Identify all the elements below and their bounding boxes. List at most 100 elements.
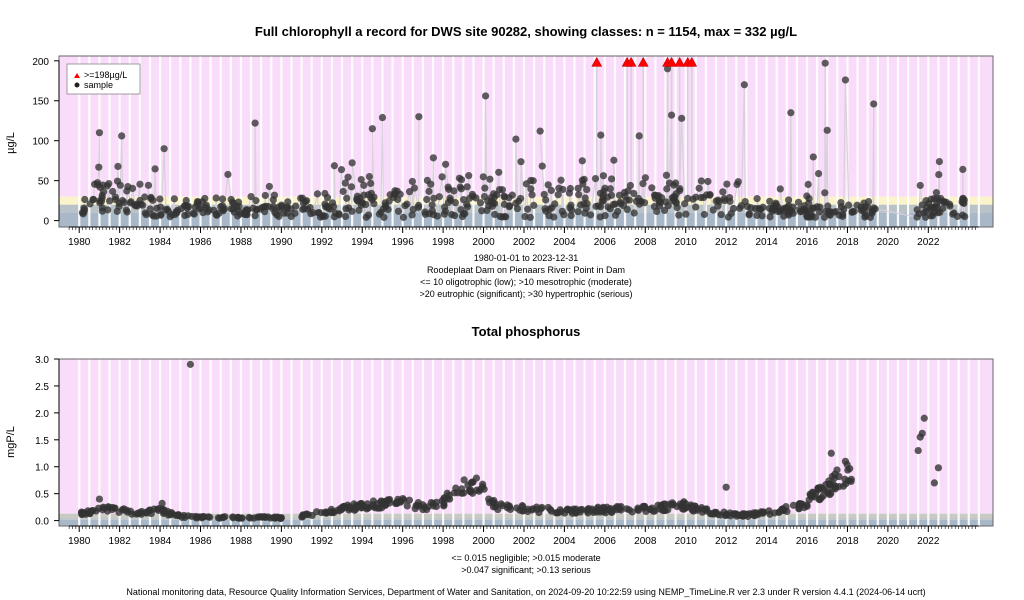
chl-sample-point — [104, 206, 112, 214]
chl-sample-point — [601, 184, 609, 192]
chl-connector — [541, 165, 545, 195]
chl-sample-point — [935, 170, 943, 179]
chl-sample-point — [675, 211, 683, 219]
tp-x-tick-label: 1994 — [351, 536, 374, 547]
chl-sample-point — [560, 211, 568, 219]
chl-sample-point — [303, 197, 311, 205]
tp-sample-point — [480, 485, 488, 493]
chl-sample-point — [538, 162, 546, 170]
chl-sample-point — [251, 119, 259, 127]
chl-sample-point — [606, 185, 614, 193]
tp-sample-point — [229, 514, 237, 522]
chl-exceed-triangle — [591, 56, 603, 67]
tp-sample-point — [246, 514, 254, 522]
chl-sample-point — [330, 162, 338, 170]
tp-sample-point — [424, 503, 432, 511]
tp-subtitle: <= 0.015 negligible; >0.015 moderate >0.… — [451, 553, 600, 575]
tp-sample-point — [369, 501, 377, 509]
chl-sample-point — [753, 211, 761, 220]
chl-connector — [594, 178, 597, 207]
tp-sample-point — [578, 505, 586, 514]
tp-sample-point — [682, 504, 690, 512]
chl-sample-point — [667, 111, 676, 119]
chl-sample-point — [465, 172, 473, 180]
chl-sample-point — [512, 135, 520, 143]
chl-x-tick-label: 1998 — [432, 237, 455, 248]
tp-subtitle-line-2: >0.047 significant; >0.13 serious — [461, 565, 591, 575]
tp-y-label: mgP/L — [5, 426, 17, 458]
chl-connector — [163, 148, 167, 210]
chl-connector — [790, 112, 793, 212]
chl-sample-point — [607, 191, 616, 199]
tp-sample-point — [805, 496, 813, 504]
tp-panel: Total phosphorus 0.0 0.5 1.0 1.5 2.0 2.5 3.0 1… — [5, 324, 994, 575]
tp-sample-point — [174, 511, 183, 519]
chl-sample-point — [614, 207, 622, 216]
chl-sample-point — [364, 211, 373, 219]
tp-sample-point — [722, 483, 730, 491]
chl-sample-point — [478, 207, 486, 215]
legend-sample-label: sample — [84, 80, 113, 90]
chl-sample-point — [415, 113, 423, 121]
tp-sample-point — [326, 508, 334, 516]
chl-sample-point — [717, 210, 725, 219]
chl-sample-point — [841, 76, 850, 84]
chl-sample-point — [809, 153, 817, 161]
tp-x-tick-label: 1982 — [109, 536, 132, 547]
tp-sample-point — [505, 503, 513, 511]
chl-sample-point — [430, 194, 438, 202]
chl-sample-point — [704, 177, 712, 186]
chl-sample-point — [157, 210, 165, 218]
tp-sample-point — [841, 475, 849, 483]
tp-sample-point — [660, 500, 668, 508]
chl-sample-point — [530, 201, 538, 209]
chl-sample-point — [729, 204, 738, 213]
chl-sample-point — [435, 193, 443, 201]
chl-sample-point — [567, 211, 575, 220]
chl-sample-point — [323, 194, 332, 202]
chl-sample-point — [863, 203, 872, 211]
chl-x-tick-label: 2000 — [472, 237, 495, 248]
tp-x-tick-label: 2022 — [917, 536, 940, 547]
tp-band-serious — [59, 359, 993, 514]
chl-y-axis: 0 50 100 150 200 — [32, 57, 60, 228]
chl-sample-point — [845, 201, 853, 209]
tp-sample-point — [351, 506, 359, 514]
chl-x-tick-label: 2006 — [594, 237, 617, 248]
tp-sample-point — [584, 509, 592, 517]
chl-band-hypertrophic — [59, 56, 993, 197]
tp-sample-point — [930, 479, 938, 487]
tp-sample-point — [535, 508, 543, 517]
chl-sample-point — [641, 174, 650, 182]
tp-sample-point — [95, 495, 104, 503]
chl-sample-point — [527, 185, 535, 193]
chl-sample-point — [384, 205, 392, 214]
tp-sample-point — [86, 507, 94, 516]
tp-sample-point — [235, 514, 243, 522]
chl-sample-point — [544, 181, 552, 189]
chl-sample-point — [505, 202, 514, 210]
tp-x-tick-label: 2016 — [796, 536, 819, 547]
tp-sample-point — [186, 360, 195, 368]
chl-sample-point — [438, 173, 446, 181]
chl-sample-point — [144, 181, 153, 189]
tp-sample-point — [847, 475, 855, 483]
tp-sample-point — [844, 466, 852, 474]
chl-sample-point — [697, 177, 705, 185]
chl-sample-point — [932, 189, 940, 197]
tp-sample-point — [147, 509, 155, 518]
tp-sample-point — [443, 489, 451, 497]
tp-x-tick-label: 2006 — [594, 536, 617, 547]
tp-sample-point — [613, 506, 621, 514]
chl-sample-point — [463, 203, 472, 211]
chl-x-tick-label: 2002 — [513, 237, 536, 248]
chl-sample-point — [309, 209, 317, 217]
tp-sample-point — [814, 484, 822, 492]
chl-y-tick-label: 100 — [32, 137, 49, 148]
chl-exceed-triangle — [637, 56, 649, 67]
tp-sample-point — [914, 446, 922, 455]
tp-sample-point — [824, 489, 832, 497]
tp-sample-point — [277, 514, 285, 522]
chl-sample-point — [427, 180, 435, 188]
tp-x-tick-label: 2018 — [836, 536, 859, 547]
